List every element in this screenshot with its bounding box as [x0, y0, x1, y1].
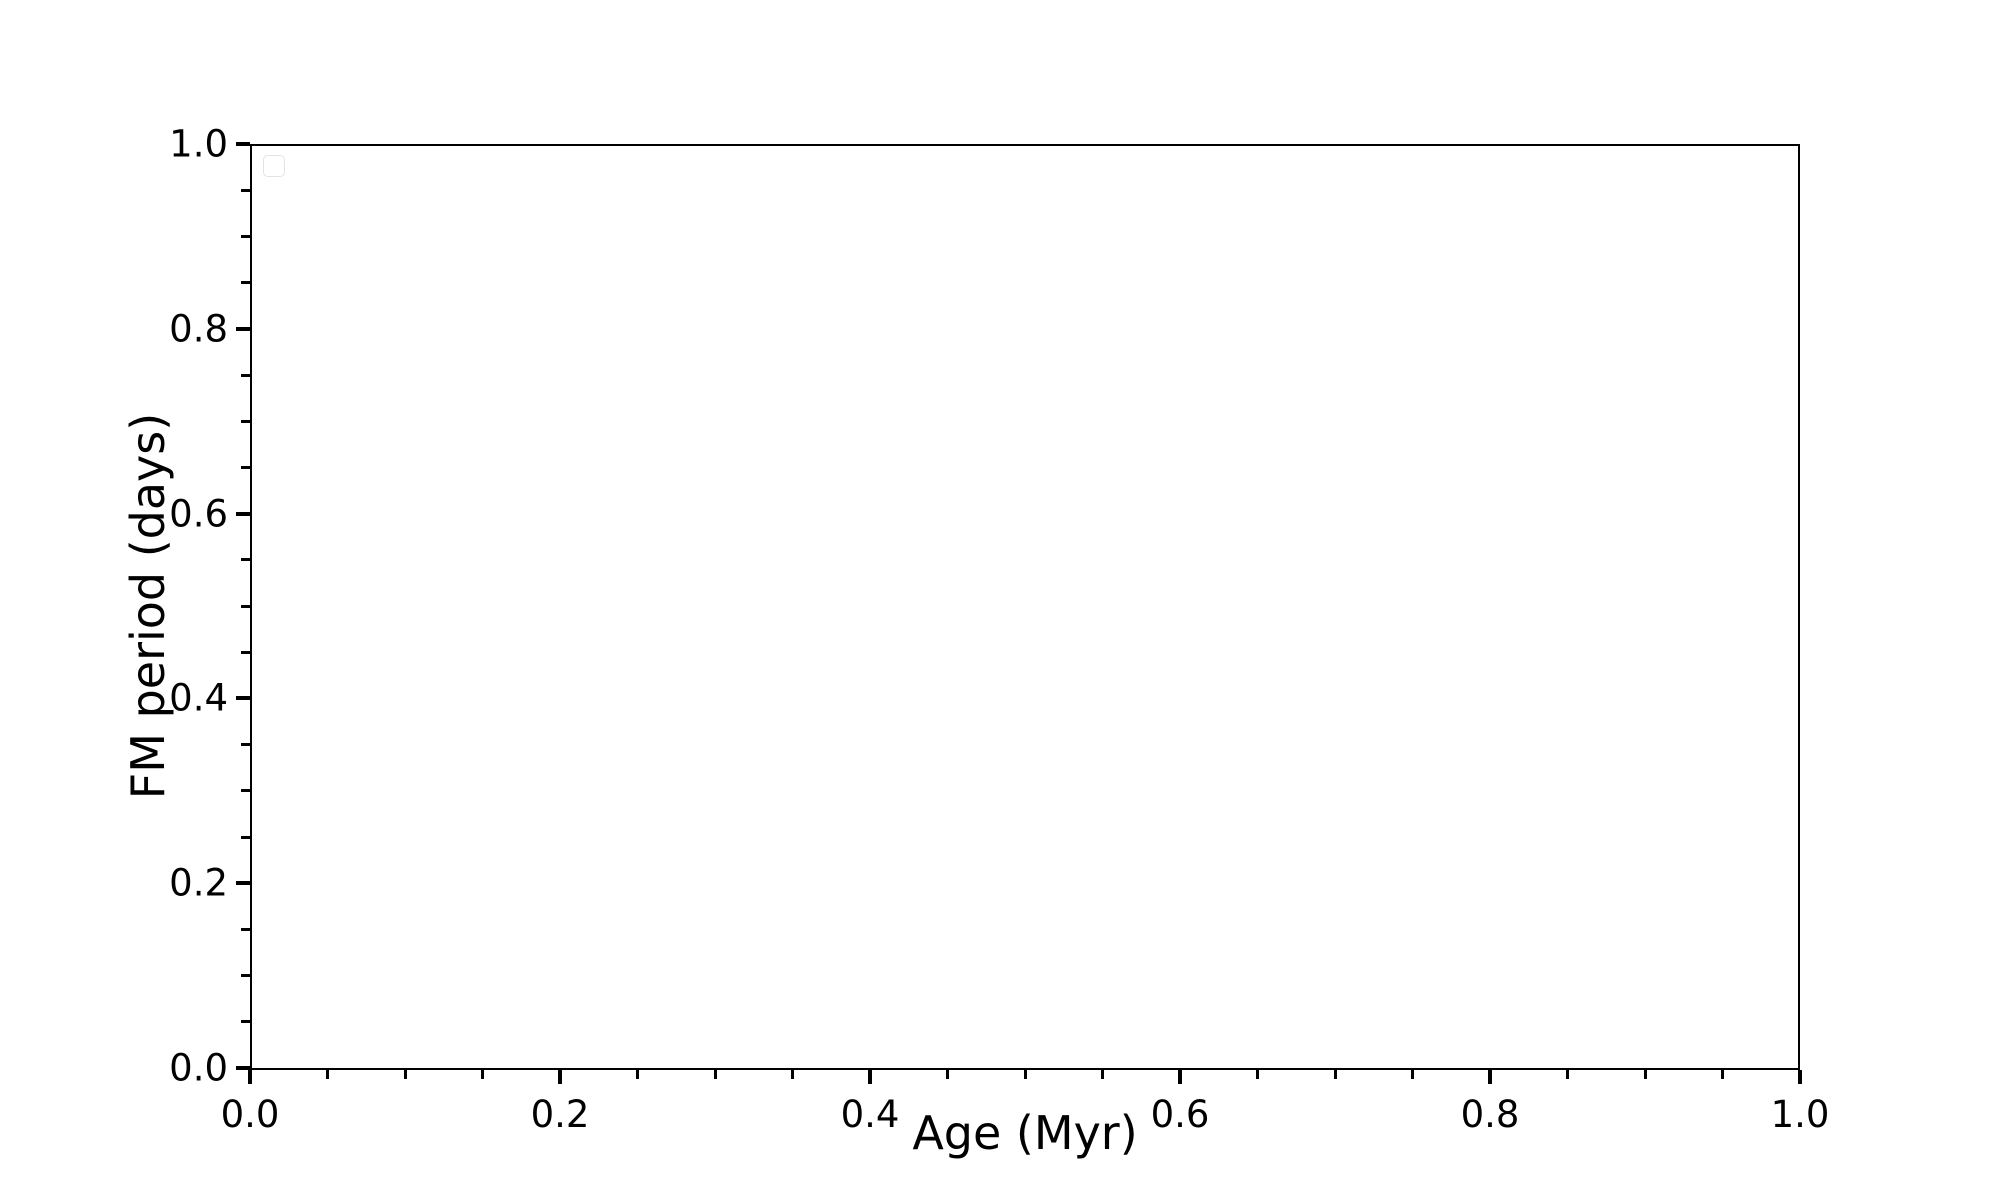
- y-tick-minor: [241, 373, 250, 377]
- x-tick-major: [868, 1070, 872, 1084]
- x-tick-major: [1488, 1070, 1492, 1084]
- x-tick-minor: [481, 1070, 484, 1079]
- x-tick-minor: [403, 1070, 407, 1079]
- y-tick-major: [236, 1066, 250, 1070]
- y-tick-label: 0.8: [169, 307, 228, 351]
- x-tick-major: [558, 1070, 562, 1084]
- x-tick-minor: [1101, 1070, 1104, 1079]
- x-tick-major: [1798, 1070, 1802, 1084]
- legend-box[interactable]: [263, 155, 285, 177]
- x-tick-minor: [326, 1070, 329, 1079]
- x-tick-major: [1178, 1070, 1182, 1084]
- y-tick-major: [236, 511, 250, 516]
- y-tick-major: [236, 142, 250, 146]
- x-tick-label: 0.8: [1460, 1093, 1520, 1136]
- y-tick-minor: [241, 927, 250, 931]
- x-tick-minor: [1023, 1070, 1027, 1079]
- y-tick-label: 0.4: [169, 676, 228, 720]
- y-tick-label: 0.2: [169, 861, 228, 905]
- x-tick-label: 0.0: [220, 1093, 280, 1136]
- x-tick-label: 0.2: [530, 1093, 590, 1136]
- axis-spine-right: [1798, 144, 1800, 1070]
- y-tick-major: [236, 881, 250, 886]
- x-tick-label: 1.0: [1770, 1093, 1830, 1136]
- x-axis-label: Age (Myr): [912, 1106, 1138, 1160]
- x-tick-minor: [791, 1070, 794, 1079]
- x-tick-major: [248, 1070, 252, 1084]
- y-tick-minor: [241, 558, 250, 562]
- axis-spine-bottom: [250, 1068, 1800, 1070]
- y-axis-label: FM period (days): [121, 412, 175, 800]
- y-tick-minor: [241, 465, 250, 469]
- x-tick-label: 0.6: [1150, 1093, 1210, 1136]
- x-tick-minor: [636, 1070, 639, 1079]
- x-tick-minor: [1643, 1070, 1647, 1079]
- x-tick-minor: [1411, 1070, 1414, 1079]
- y-tick-minor: [241, 419, 250, 423]
- y-tick-minor: [241, 650, 250, 654]
- y-tick-major: [236, 696, 250, 701]
- y-tick-major: [236, 326, 250, 331]
- y-tick-minor: [241, 835, 250, 839]
- y-tick-minor: [241, 1020, 250, 1024]
- y-tick-minor: [241, 234, 250, 238]
- y-tick-minor: [241, 789, 250, 793]
- x-tick-minor: [713, 1070, 717, 1079]
- y-tick-minor: [241, 974, 250, 978]
- plot-axes-area[interactable]: 0.0 0.2 0.4 0.6 0.8 1.0 0.0 0.2 0.4 0.6 0.8 1.0: [169, 126, 1829, 1134]
- y-tick-label: 0.0: [169, 1046, 228, 1090]
- y-tick-minor: [241, 604, 250, 608]
- y-tick-label: 0.6: [169, 492, 228, 536]
- y-tick-minor: [241, 188, 250, 192]
- axis-spine-top: [250, 144, 1800, 146]
- y-tick-label: 1.0: [169, 122, 228, 166]
- y-tick-minor: [241, 281, 250, 285]
- x-tick-minor: [1333, 1070, 1337, 1079]
- x-tick-minor: [1256, 1070, 1259, 1079]
- y-tick-minor: [241, 743, 250, 747]
- x-tick-label: 0.4: [840, 1093, 900, 1136]
- x-tick-minor: [1721, 1070, 1724, 1079]
- axis-spine-left: [250, 144, 252, 1070]
- x-tick-minor: [946, 1070, 949, 1079]
- x-tick-minor: [1566, 1070, 1569, 1079]
